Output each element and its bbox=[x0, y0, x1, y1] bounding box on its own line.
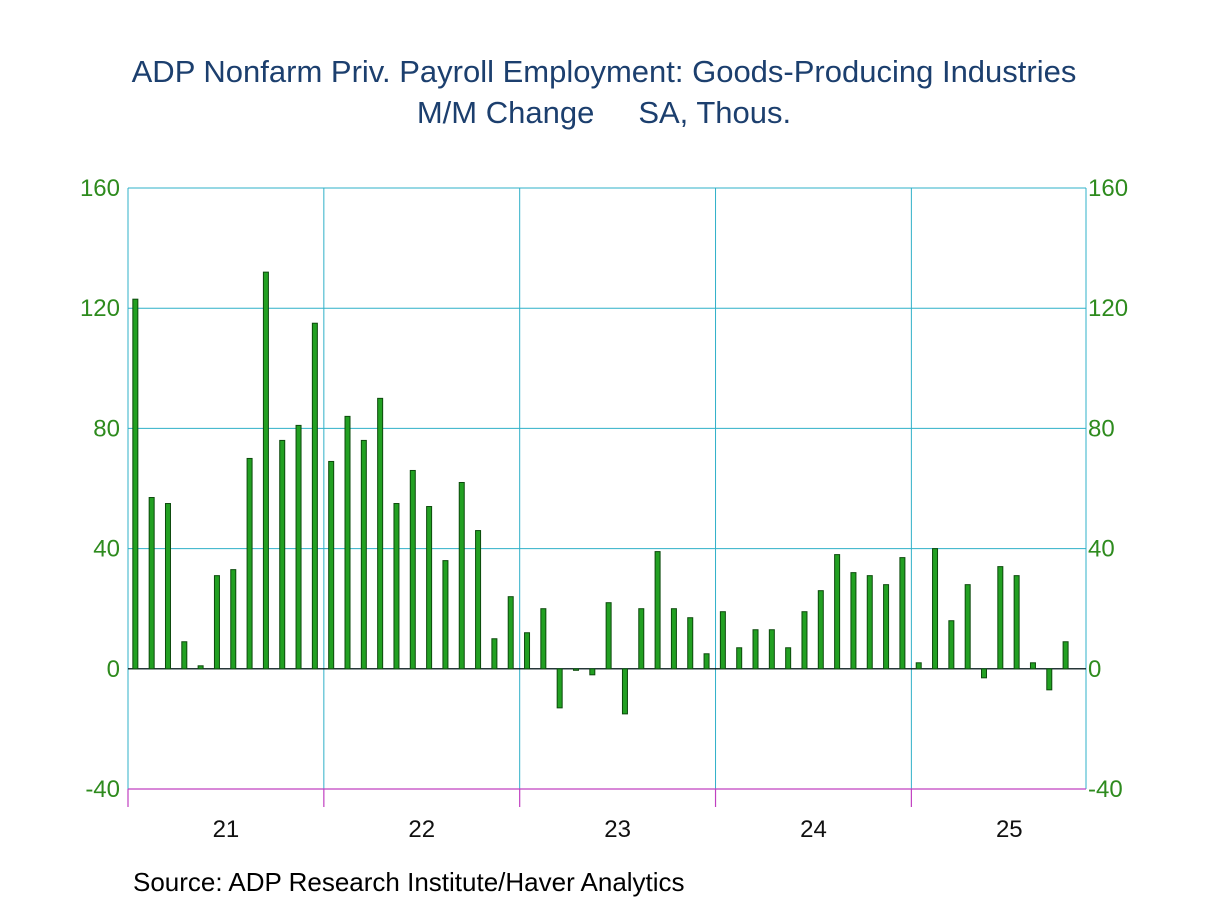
y-tick-label-right: -40 bbox=[1088, 776, 1123, 803]
bar bbox=[393, 503, 400, 670]
bar bbox=[230, 569, 237, 670]
bar bbox=[883, 584, 890, 670]
y-tick-label-left: 160 bbox=[80, 175, 120, 202]
y-tick-label-left: 80 bbox=[93, 415, 120, 442]
y-tick-label-left: 0 bbox=[107, 656, 120, 683]
bar bbox=[719, 611, 726, 670]
bar bbox=[1046, 668, 1053, 691]
bar bbox=[295, 424, 302, 670]
bar bbox=[980, 668, 987, 679]
bar bbox=[246, 457, 253, 670]
y-tick-label-left: 40 bbox=[93, 536, 120, 563]
subtitle-units: SA, Thous. bbox=[638, 95, 792, 130]
bar bbox=[148, 497, 155, 670]
bar bbox=[572, 668, 579, 671]
bar bbox=[1062, 641, 1069, 670]
bar bbox=[409, 469, 416, 670]
x-tick-label: 24 bbox=[800, 816, 827, 843]
bar bbox=[540, 608, 547, 670]
y-tick-label-right: 0 bbox=[1088, 656, 1101, 683]
bar bbox=[311, 322, 318, 670]
source-note: Source: ADP Research Institute/Haver Ana… bbox=[133, 867, 685, 897]
bar bbox=[605, 602, 612, 670]
bar bbox=[262, 271, 269, 670]
bar bbox=[621, 668, 628, 715]
bar bbox=[801, 611, 808, 670]
bar bbox=[197, 665, 204, 670]
bar bbox=[834, 554, 841, 670]
bar bbox=[997, 566, 1004, 670]
bar bbox=[213, 575, 220, 670]
x-tick-label: 22 bbox=[408, 816, 435, 843]
bar bbox=[850, 572, 857, 670]
bar bbox=[866, 575, 873, 670]
bar bbox=[932, 548, 939, 670]
y-axis-left: -40 0 40 80 120 160 bbox=[80, 175, 120, 803]
bar bbox=[589, 668, 596, 676]
bar bbox=[426, 506, 433, 670]
bar bbox=[181, 641, 188, 670]
bar bbox=[328, 460, 335, 670]
bar bbox=[360, 439, 367, 670]
bar bbox=[899, 557, 906, 670]
chart-title: ADP Nonfarm Priv. Payroll Employment: Go… bbox=[131, 54, 1077, 89]
y-tick-label-right: 120 bbox=[1088, 295, 1128, 322]
bar bbox=[768, 629, 775, 670]
y-tick-label-left: -40 bbox=[85, 776, 120, 803]
y-tick-label-right: 160 bbox=[1088, 175, 1128, 202]
x-tick-label: 21 bbox=[213, 816, 240, 843]
bar bbox=[132, 298, 139, 670]
bar bbox=[524, 632, 531, 670]
x-tick-label: 23 bbox=[604, 816, 631, 843]
bar bbox=[556, 668, 563, 709]
y-tick-label-right: 80 bbox=[1088, 415, 1115, 442]
bar-series bbox=[132, 271, 1069, 715]
bar bbox=[279, 439, 286, 670]
bar bbox=[458, 481, 465, 670]
y-tick-label-left: 120 bbox=[80, 295, 120, 322]
x-tick-label: 25 bbox=[996, 816, 1023, 843]
bar bbox=[670, 608, 677, 670]
y-axis-right: -40 0 40 80 120 160 bbox=[1088, 175, 1128, 803]
bar bbox=[964, 584, 971, 670]
subtitle-change: M/M Change bbox=[416, 95, 595, 130]
bar bbox=[638, 608, 645, 670]
bar bbox=[377, 397, 384, 670]
bar bbox=[442, 560, 449, 670]
bar bbox=[1013, 575, 1020, 670]
bar bbox=[703, 653, 710, 670]
grid-lines bbox=[127, 187, 1087, 789]
bar bbox=[654, 551, 661, 670]
y-tick-label-right: 40 bbox=[1088, 536, 1115, 563]
bar bbox=[785, 647, 792, 670]
x-axis: 21 22 23 24 25 bbox=[127, 788, 1086, 843]
bar bbox=[915, 662, 922, 670]
bar bbox=[164, 503, 171, 670]
bar bbox=[736, 647, 743, 670]
bar bbox=[687, 617, 694, 670]
bar bbox=[475, 530, 482, 670]
bar bbox=[817, 590, 824, 670]
bar bbox=[491, 638, 498, 670]
bar bbox=[752, 629, 759, 670]
bar bbox=[344, 415, 351, 670]
chart-subtitle: M/M Change SA, Thous. bbox=[0, 95, 1208, 131]
bar bbox=[948, 620, 955, 670]
bar bbox=[507, 596, 514, 670]
bar bbox=[1029, 662, 1036, 670]
